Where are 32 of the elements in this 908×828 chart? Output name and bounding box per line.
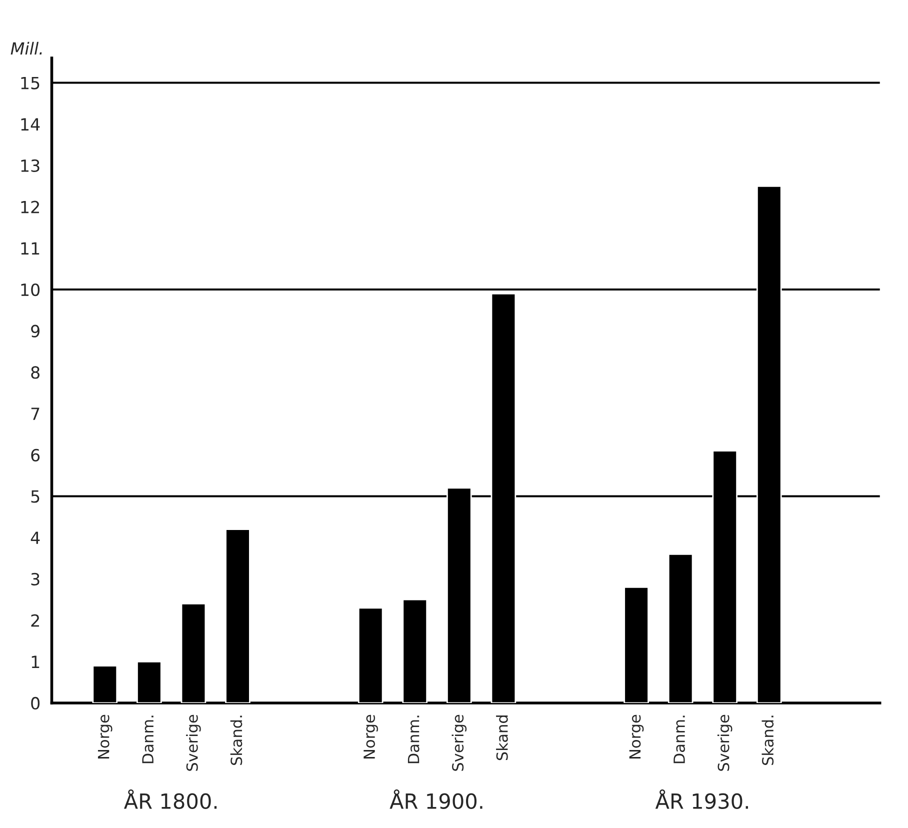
x-tick-label: Sverige <box>452 714 467 771</box>
y-tick-label: 5 <box>31 490 40 503</box>
text: ÅR 1930. <box>655 789 748 810</box>
y-tick-label: 0 <box>31 696 40 710</box>
x-tick-label: Skand. <box>762 716 774 765</box>
y-tick-label: 11 <box>21 242 40 254</box>
x-tick-label: Danm. <box>142 716 154 764</box>
x-tick-label: Skand. <box>230 716 242 765</box>
y-tick-label: 8 <box>31 366 40 379</box>
x-tick-label: Skand <box>496 715 508 760</box>
y-tick-label: 7 <box>31 408 40 420</box>
x-tick-label: Danm. <box>674 716 686 764</box>
text: ÅR 1900. <box>390 789 482 810</box>
y-tick-label: 13 <box>21 159 40 172</box>
y-tick-label: 6 <box>31 448 40 462</box>
x-tick-label: Norge <box>98 714 112 758</box>
y-tick-label: 12 <box>21 200 39 214</box>
x-tick-label: Norge <box>364 714 378 758</box>
y-tick-label: 1 <box>32 656 40 668</box>
x-tick-label: Danm. <box>408 716 420 764</box>
x-tick-label: Sverige <box>717 714 732 771</box>
y-tick-label: 15 <box>21 76 40 90</box>
x-tick-label: Norge <box>629 714 644 758</box>
y-axis-title: Mill. <box>10 42 42 54</box>
y-tick-label: 2 <box>31 614 39 627</box>
y-tick-label: 3 <box>31 572 40 586</box>
text: ÅR 1800. <box>124 789 217 810</box>
x-tick-label: Sverige <box>186 714 201 771</box>
y-tick-label: 9 <box>31 324 40 338</box>
y-tick-label: 4 <box>30 532 40 544</box>
y-tick-label: 14 <box>21 118 40 130</box>
y-tick-label: 10 <box>21 283 40 296</box>
